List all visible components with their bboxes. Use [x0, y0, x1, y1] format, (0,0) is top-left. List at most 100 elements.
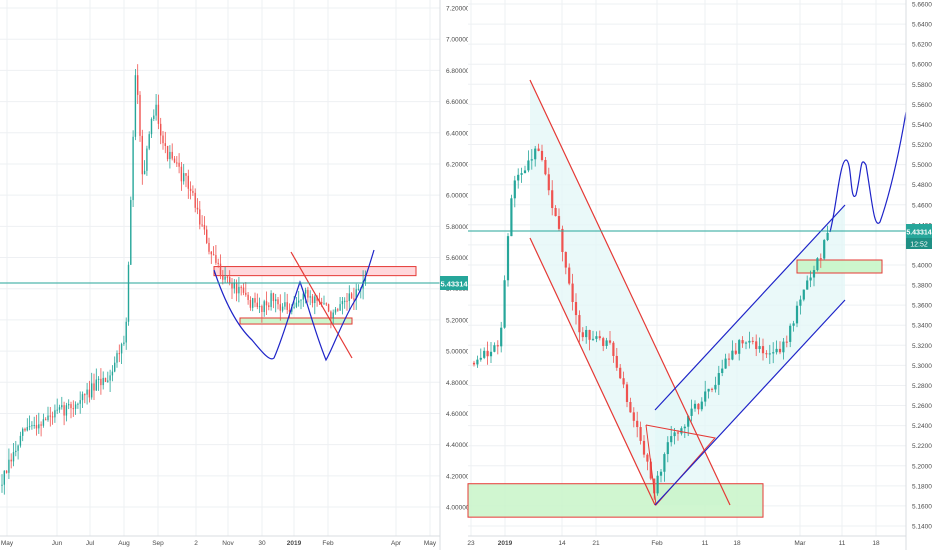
candle-body [187, 175, 189, 189]
candle-body [201, 224, 203, 226]
candle-body [8, 459, 10, 473]
price-tick-label: 7.00000 [446, 37, 470, 44]
price-tick-label: 4.00000 [446, 505, 470, 512]
candle-body [602, 338, 605, 346]
candle-body [116, 353, 118, 363]
candle-body [350, 293, 353, 299]
time-tick-label: May [424, 540, 437, 547]
candle-body [653, 478, 656, 494]
candle-body [79, 400, 81, 404]
candle-body [355, 289, 357, 300]
candle-body [132, 136, 134, 201]
candle-body [63, 405, 65, 416]
candle-body [547, 174, 550, 191]
candle-body [768, 353, 771, 355]
time-tick-label: Feb [322, 540, 334, 547]
descending-channel-lower [529, 237, 656, 506]
price-tick-label: 5.80000 [446, 224, 470, 231]
candle-body [38, 424, 40, 429]
candle-body [143, 170, 146, 175]
candle-body [323, 303, 325, 305]
candle-body [114, 362, 116, 372]
candle-body [171, 151, 173, 159]
candle-body [139, 94, 141, 136]
candle-body [646, 454, 649, 462]
price-tick-label: 5.38000 [912, 283, 932, 290]
candle-body [656, 475, 659, 494]
candle-body [33, 424, 35, 426]
candle-body [513, 180, 516, 199]
price-tick-label: 6.00000 [446, 193, 470, 200]
candle-body [585, 329, 588, 338]
price-tick-label: 5.00000 [446, 349, 470, 356]
candle-body [304, 289, 307, 294]
candle-body [298, 300, 300, 303]
candle-body [588, 329, 591, 340]
candle-body [636, 420, 639, 428]
candle-body [240, 286, 242, 288]
candle-body [551, 190, 554, 209]
candle-body [272, 293, 275, 302]
price-tick-label: 4.60000 [446, 411, 470, 418]
projected-path [829, 111, 907, 233]
candle-body [231, 283, 233, 289]
candle-body [206, 229, 208, 243]
candle-body [506, 236, 510, 281]
price-tick-label: 5.18000 [912, 483, 932, 490]
candle-body [125, 321, 127, 343]
candle-body [28, 426, 31, 428]
candle-body [581, 332, 584, 338]
candle-body [295, 302, 298, 307]
candle-body [141, 135, 143, 175]
candle-body [31, 425, 33, 427]
candle-body [479, 357, 482, 360]
candle-body [233, 282, 235, 289]
price-tick-label: 5.20000 [912, 463, 932, 470]
candle-body [26, 427, 28, 431]
candle-body [612, 342, 615, 356]
candle-body [486, 350, 489, 357]
candle-body [180, 166, 183, 182]
price-tick-label: 5.66000 [912, 2, 932, 9]
price-tick-label: 5.46000 [912, 202, 932, 209]
price-tick-label: 5.60000 [446, 255, 470, 262]
candle-body [622, 378, 625, 385]
candle-body [802, 289, 805, 300]
time-tick-label: 14 [558, 540, 566, 547]
left-candles [1, 64, 367, 495]
candle-body [88, 389, 91, 398]
price-tick-label: 6.60000 [446, 99, 470, 106]
candle-body [45, 419, 47, 421]
time-tick-label: 30 [258, 540, 266, 547]
time-tick-label: Apr [391, 540, 402, 547]
price-tick-label: 4.20000 [446, 473, 470, 480]
candle-body [564, 251, 567, 268]
left-chart-panel[interactable]: 7.20000 7.00000 6.80000 6.60000 6.40000 6.200… [0, 0, 470, 550]
candle-body [127, 264, 130, 322]
candle-body [35, 424, 38, 429]
right-chart-panel[interactable]: 5.66000 5.64000 5.62000 5.60000 5.58000 5.560… [467, 0, 932, 550]
candle-body [557, 216, 561, 229]
candle-body [663, 454, 666, 472]
candle-body [734, 350, 737, 354]
candle-body [571, 283, 574, 303]
candle-body [293, 306, 295, 308]
candle-body [727, 358, 731, 360]
candle-body [74, 404, 77, 409]
left-last-price-tag [440, 276, 468, 290]
time-tick-label: 11 [839, 540, 846, 547]
candle-body [3, 470, 5, 485]
candle-body [258, 306, 261, 308]
candle-body [217, 262, 219, 264]
price-tick-label: 5.50000 [912, 162, 932, 169]
candle-body [12, 452, 15, 462]
candle-body [500, 327, 503, 347]
candle-body [118, 353, 120, 355]
candle-body [625, 384, 629, 402]
candle-body [765, 353, 768, 355]
candle-body [510, 198, 513, 237]
candle-body [70, 404, 72, 409]
candle-body [496, 345, 499, 347]
candle-body [134, 75, 137, 137]
